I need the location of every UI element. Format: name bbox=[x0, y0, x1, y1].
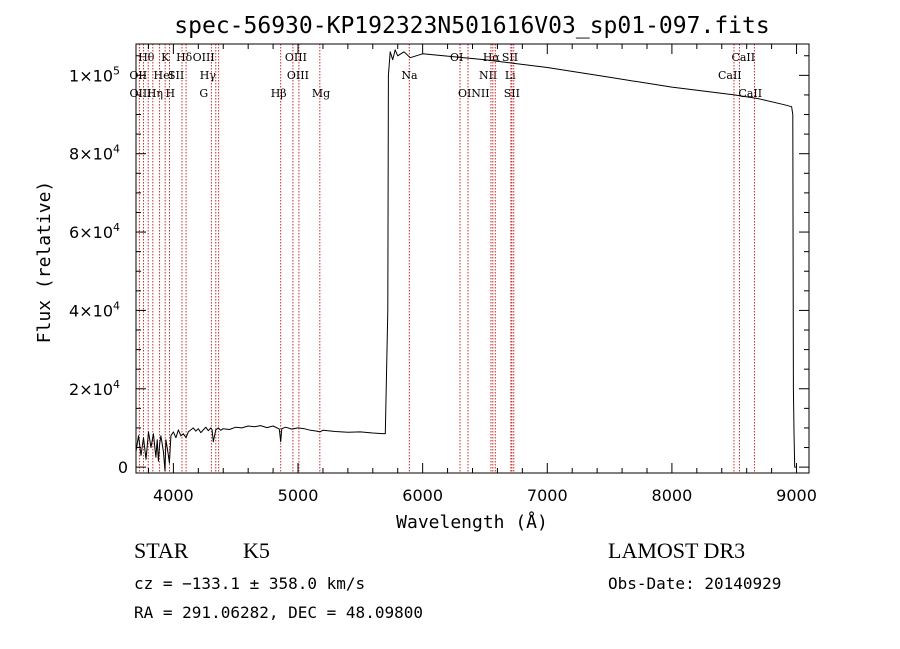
object-subclass: K5 bbox=[243, 538, 270, 563]
y-axis-label: Flux (relative) bbox=[34, 181, 55, 344]
line-label-2: OIII bbox=[129, 87, 151, 100]
line-label-6: H bbox=[166, 87, 176, 100]
plot-frame bbox=[135, 43, 810, 474]
object-class: STAR bbox=[134, 538, 189, 563]
line-label-11: G bbox=[199, 87, 208, 100]
line-label-18: OI bbox=[458, 87, 471, 100]
line-label-19: Hα bbox=[483, 51, 501, 64]
line-label-5: Hη bbox=[147, 87, 163, 100]
x-tick-label-0: 4000 bbox=[153, 486, 194, 505]
line-label-13: OIII bbox=[287, 69, 309, 82]
coordinates: RA = 291.06282, DEC = 48.09800 bbox=[134, 603, 423, 622]
line-label-16: Na bbox=[401, 69, 418, 82]
series-line-0 bbox=[135, 49, 797, 472]
y-tick-label-2: 4×104 bbox=[69, 299, 120, 320]
x-tick-label-5: 9000 bbox=[776, 486, 817, 505]
line-label-3: K bbox=[161, 51, 170, 64]
x-tick-label-2: 6000 bbox=[402, 486, 443, 505]
line-label-24: SII bbox=[504, 87, 520, 100]
line-label-25: CaII bbox=[731, 51, 755, 64]
x-tick-label-1: 5000 bbox=[278, 486, 319, 505]
y-tick-label-4: 8×104 bbox=[69, 143, 120, 164]
axes bbox=[135, 43, 810, 474]
line-label-14: Hβ bbox=[271, 87, 287, 100]
line-label-15: Mg bbox=[312, 87, 330, 100]
spectrum-series bbox=[135, 49, 797, 472]
line-label-23: Li bbox=[505, 69, 516, 82]
line-label-21: NII bbox=[471, 87, 489, 100]
x-tick-label-4: 8000 bbox=[652, 486, 693, 505]
y-tick-label-3: 6×104 bbox=[69, 221, 120, 242]
line-label-20: NII bbox=[479, 69, 497, 82]
x-tick-label-3: 7000 bbox=[527, 486, 568, 505]
chart-title: spec-56930-KP192323N501616V03_sp01-097.f… bbox=[174, 13, 769, 39]
line-label-9: OIII bbox=[193, 51, 215, 64]
line-label-26: CaII bbox=[718, 69, 742, 82]
line-label-12: OIII bbox=[285, 51, 307, 64]
line-label-0: Hθ bbox=[138, 51, 155, 64]
line-label-10: Hγ bbox=[200, 69, 217, 82]
y-tick-label-5: 1×105 bbox=[69, 64, 120, 85]
line-label-27: CaII bbox=[738, 87, 762, 100]
observation-date: Obs-Date: 20140929 bbox=[608, 574, 782, 593]
line-label-8: Hδ bbox=[176, 51, 193, 64]
y-tick-label-1: 2×104 bbox=[69, 378, 120, 399]
survey-name: LAMOST DR3 bbox=[608, 538, 746, 563]
line-label-4: HeI bbox=[154, 69, 174, 82]
x-axis-label: Wavelength (Å) bbox=[396, 511, 548, 533]
redshift-cz: cz = −133.1 ± 358.0 km/s bbox=[134, 574, 366, 593]
line-label-7: SII bbox=[168, 69, 184, 82]
ticks: 4000 5000 6000 7000 8000 9000 0 2×104 4×104 6×104… bbox=[69, 44, 817, 505]
y-tick-label-0: 0 bbox=[118, 458, 128, 477]
